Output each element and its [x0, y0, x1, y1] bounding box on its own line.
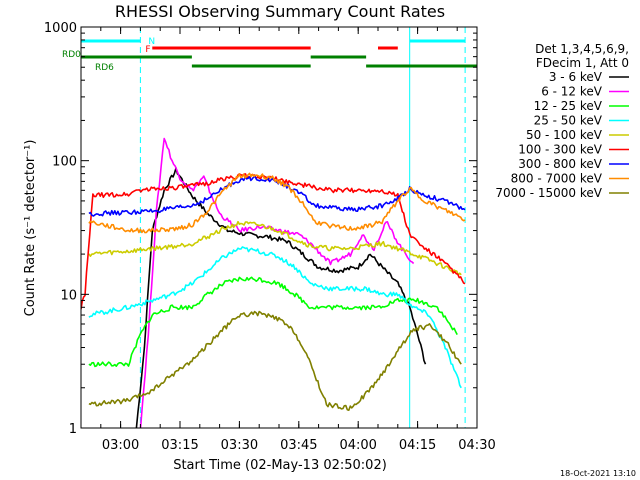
- x-tick-label-1: 03:15: [161, 438, 198, 453]
- x-axis-ticks: 03:00 03:15 03:30 03:45 04:00 04:15 04:30: [80, 27, 496, 453]
- y-axis-ticks: 1 10 100 1000: [44, 21, 477, 437]
- legend-label-2: 12 - 25 keV: [534, 99, 603, 113]
- legend-header-1: FDecim 1, Att 0: [536, 56, 629, 70]
- x-tick-label-4: 04:00: [339, 438, 376, 453]
- series-line-6: [88, 175, 466, 217]
- series-line-8: [88, 310, 462, 412]
- legend-label-3: 25 - 50 keV: [534, 114, 603, 128]
- series-line-2: [88, 276, 458, 368]
- flag-label-3: RD6: [95, 63, 114, 73]
- legend-label-1: 6 - 12 keV: [541, 85, 603, 99]
- series-line-7: [88, 172, 466, 234]
- legend: Det 1,3,4,5,6,9,FDecim 1, Att 03 - 6 keV…: [495, 42, 629, 200]
- y-tick-label-1: 10: [60, 288, 77, 303]
- legend-header-0: Det 1,3,4,5,6,9,: [535, 42, 629, 56]
- x-tick-label-5: 04:15: [399, 438, 436, 453]
- series-line-5: [81, 173, 466, 310]
- y-axis-label: Count Rate (s⁻¹ detector⁻¹): [23, 140, 38, 317]
- x-tick-label-6: 04:30: [458, 438, 495, 453]
- legend-label-6: 300 - 800 keV: [518, 157, 602, 171]
- y-tick-label-0: 1: [69, 422, 77, 437]
- flag-label-0: N: [148, 37, 155, 47]
- x-tick-label-0: 03:00: [102, 438, 139, 453]
- x-tick-label-2: 03:30: [221, 438, 258, 453]
- y-tick-label-2: 100: [52, 155, 77, 170]
- legend-label-5: 100 - 300 keV: [518, 143, 602, 157]
- flag-label-1: F: [145, 45, 150, 55]
- series-lines: [81, 137, 466, 428]
- chart-title: RHESSI Observing Summary Count Rates: [115, 2, 445, 21]
- x-axis-label: Start Time (02-May-13 02:50:02): [173, 458, 387, 473]
- footer-timestamp: 18-Oct-2021 13:10: [560, 469, 636, 478]
- legend-label-8: 7000 - 15000 keV: [495, 186, 602, 200]
- flag-label-2: RD0: [62, 50, 81, 60]
- legend-label-0: 3 - 6 keV: [549, 70, 603, 84]
- flag-bars: NF RD0 RD6: [62, 37, 477, 73]
- legend-label-7: 800 - 7000 keV: [511, 172, 603, 186]
- legend-label-4: 50 - 100 keV: [526, 128, 603, 142]
- series-line-3: [88, 246, 462, 389]
- x-tick-label-3: 03:45: [280, 438, 317, 453]
- y-tick-label-3: 1000: [44, 21, 77, 36]
- series-line-4: [88, 220, 462, 276]
